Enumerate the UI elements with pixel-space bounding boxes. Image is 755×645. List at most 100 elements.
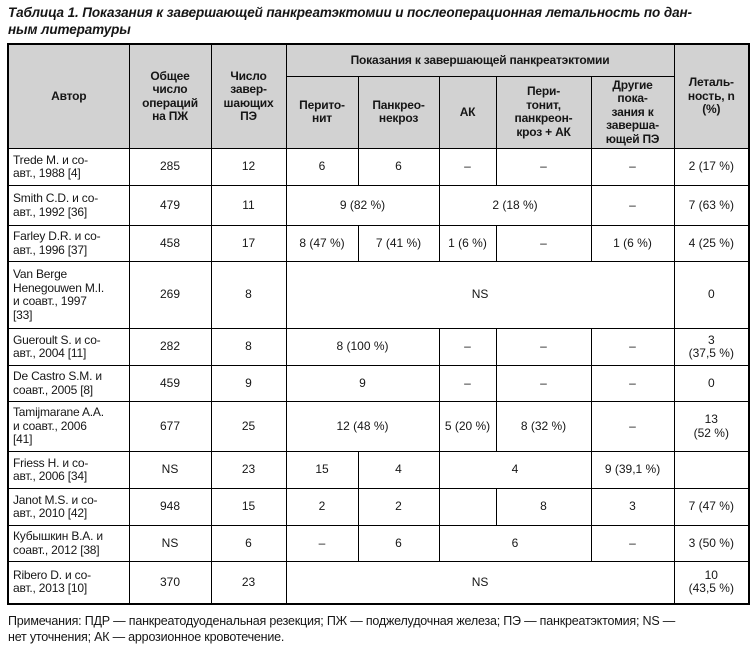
cell: 459 — [128, 365, 212, 402]
col-header-author: Автор — [7, 43, 130, 149]
cell: 282 — [128, 328, 212, 366]
cell — [438, 488, 497, 526]
table-header: Автор Общее число операций на ПЖ Число з… — [7, 43, 750, 149]
author-cell: Trede M. и со- авт., 1988 [4] — [7, 148, 130, 186]
cell: 11 — [210, 185, 287, 226]
cell: 23 — [210, 451, 287, 489]
col-header-other-indications: Другие пока- зания к заверша- ющей ПЭ — [590, 75, 675, 149]
cell: – — [590, 148, 675, 186]
cell: 370 — [128, 561, 212, 604]
cell: 7 (41 %) — [357, 225, 440, 262]
cell: 4 (25 %) — [673, 225, 750, 262]
author-cell: Gueroult S. и со- авт., 2004 [11] — [7, 328, 130, 366]
cell: – — [285, 525, 359, 562]
cell: – — [495, 328, 592, 366]
author-cell: De Castro S.M. и соавт., 2005 [8] — [7, 365, 130, 402]
cell: – — [495, 365, 592, 402]
cell: 8 — [210, 261, 287, 329]
col-header-ak: АК — [438, 75, 497, 149]
table-footnote: Примечания: ПДР — панкреатодуоденальная … — [8, 613, 676, 644]
table-row: Farley D.R. и со- авт., 1996 [37] 458 17… — [7, 225, 750, 262]
cell: 13 (52 %) — [673, 401, 750, 452]
cell: 15 — [210, 488, 287, 526]
table-row: Smith C.D. и со- авт., 1992 [36] 479 11 … — [7, 185, 750, 226]
cell: NS — [128, 525, 212, 562]
cell: – — [590, 525, 675, 562]
table-row: Tamijmarane A.A. и соавт., 2006 [41] 677… — [7, 401, 750, 452]
cell: 4 — [357, 451, 440, 489]
table-row: Ribero D. и со- авт., 2013 [10] 370 23 N… — [7, 561, 750, 604]
col-header-peritonitis-necrosis-ak: Пери- тонит, панкреон- кроз + АК — [495, 75, 592, 149]
cell: 7 (63 %) — [673, 185, 750, 226]
col-header-pancreonecrosis: Панкрео- некроз — [357, 75, 440, 149]
author-cell: Ribero D. и со- авт., 2013 [10] — [7, 561, 130, 604]
cell: 677 — [128, 401, 212, 452]
cell: 5 (20 %) — [438, 401, 497, 452]
cell: NS — [285, 561, 675, 604]
cell: NS — [128, 451, 212, 489]
cell: 25 — [210, 401, 287, 452]
cell: 285 — [128, 148, 212, 186]
cell: – — [590, 185, 675, 226]
table-row: Кубышкин В.А. и соавт., 2012 [38] NS 6 –… — [7, 525, 750, 562]
col-header-indications-group: Показания к завершающей панкреатэктомии — [285, 43, 675, 77]
cell: 1 (6 %) — [438, 225, 497, 262]
cell: 2 — [285, 488, 359, 526]
cell: 479 — [128, 185, 212, 226]
cell: 4 — [438, 451, 592, 489]
cell: 8 (47 %) — [285, 225, 359, 262]
cell: – — [438, 148, 497, 186]
literature-table: Автор Общее число операций на ПЖ Число з… — [7, 43, 751, 605]
cell: 2 — [357, 488, 440, 526]
cell: 7 (47 %) — [673, 488, 750, 526]
cell: 458 — [128, 225, 212, 262]
cell: 269 — [128, 261, 212, 329]
cell: 6 — [285, 148, 359, 186]
table-row: Van Berge Henegouwen M.I. и соавт., 1997… — [7, 261, 750, 329]
cell: 15 — [285, 451, 359, 489]
cell: – — [495, 225, 592, 262]
cell — [673, 451, 750, 489]
cell: 9 (39,1 %) — [590, 451, 675, 489]
cell: 3 — [590, 488, 675, 526]
cell: 948 — [128, 488, 212, 526]
cell: – — [590, 401, 675, 452]
col-header-peritonitis: Перито- нит — [285, 75, 359, 149]
author-cell: Tamijmarane A.A. и соавт., 2006 [41] — [7, 401, 130, 452]
author-cell: Van Berge Henegouwen M.I. и соавт., 1997… — [7, 261, 130, 329]
cell: 8 (100 %) — [285, 328, 440, 366]
cell: – — [495, 148, 592, 186]
cell: 12 (48 %) — [285, 401, 440, 452]
cell: – — [590, 365, 675, 402]
table-title: Таблица 1. Показания к завершающей панкр… — [8, 5, 692, 37]
col-header-num-pe: Число завер- шающих ПЭ — [210, 43, 287, 149]
author-cell: Farley D.R. и со- авт., 1996 [37] — [7, 225, 130, 262]
cell: 12 — [210, 148, 287, 186]
author-cell: Smith C.D. и со- авт., 1992 [36] — [7, 185, 130, 226]
cell: 2 (17 %) — [673, 148, 750, 186]
cell: 9 (82 %) — [285, 185, 440, 226]
col-header-total-ops: Общее число операций на ПЖ — [128, 43, 212, 149]
table-body: Trede M. и со- авт., 1988 [4] 285 12 6 6… — [7, 148, 750, 604]
cell: 8 (32 %) — [495, 401, 592, 452]
cell: 8 — [495, 488, 592, 526]
col-header-mortality: Леталь- ность, n (%) — [673, 43, 750, 149]
table-row: Gueroult S. и со- авт., 2004 [11] 282 8 … — [7, 328, 750, 366]
cell: 0 — [673, 365, 750, 402]
cell: 23 — [210, 561, 287, 604]
cell: 9 — [210, 365, 287, 402]
cell: 6 — [357, 148, 440, 186]
table-row: Friess H. и со- авт., 2006 [34] NS 23 15… — [7, 451, 750, 489]
table-row: De Castro S.M. и соавт., 2005 [8] 459 9 … — [7, 365, 750, 402]
cell: 1 (6 %) — [590, 225, 675, 262]
cell: 17 — [210, 225, 287, 262]
cell: 3 (37,5 %) — [673, 328, 750, 366]
cell: 6 — [357, 525, 440, 562]
table-row: Trede M. и со- авт., 1988 [4] 285 12 6 6… — [7, 148, 750, 186]
cell: – — [438, 328, 497, 366]
author-cell: Janot M.S. и со- авт., 2010 [42] — [7, 488, 130, 526]
cell: 10 (43,5 %) — [673, 561, 750, 604]
cell: – — [438, 365, 497, 402]
cell: 0 — [673, 261, 750, 329]
